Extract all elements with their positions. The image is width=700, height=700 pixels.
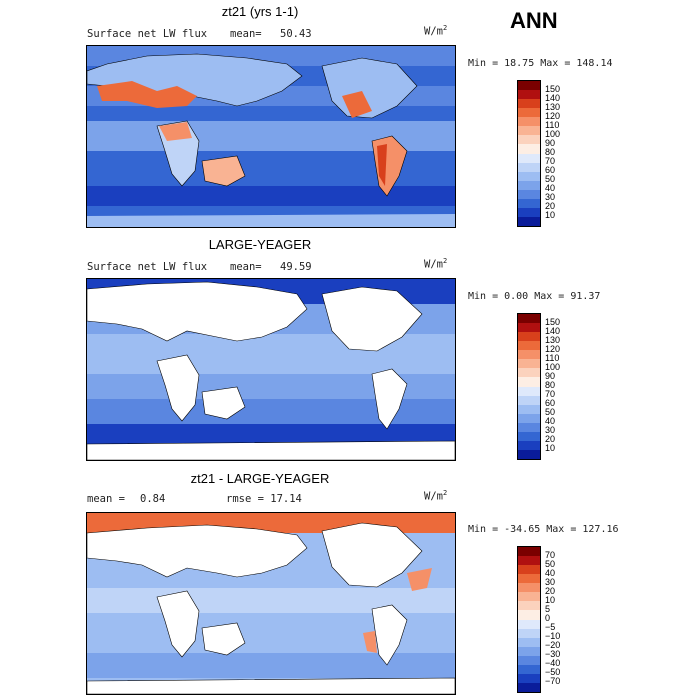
cb-tick: 110 [545,353,560,363]
cb-tick: 140 [545,93,561,103]
panel3-mean-label: mean = [87,493,125,505]
panel3-range: Min = -34.65 Max = 127.16 [468,524,619,535]
panel2-map-svg [87,279,455,460]
cb-tick: 30 [545,577,556,587]
cb-tick: 120 [545,111,561,121]
panel1-variable: Surface net LW flux [87,28,208,40]
cb-tick: 100 [545,129,561,139]
cb-tick: 40 [545,416,556,426]
cb-tick: 90 [545,371,556,381]
units-text: W/m [424,258,443,271]
units-text: W/m [424,25,443,38]
cb-tick: −50 [545,667,561,677]
cb-tick: 5 [545,604,551,614]
cb-tick: 10 [545,210,556,220]
cb-tick: 130 [545,335,561,345]
cb-tick: 20 [545,586,556,596]
units-superscript: 2 [442,257,448,265]
cb-tick: 40 [545,183,556,193]
cb-tick: 140 [545,326,561,336]
cb-tick: 10 [545,443,556,453]
cb-tick: 70 [545,156,556,166]
panel2-variable: Surface net LW flux [87,261,208,273]
panel2-units: W/m2 [424,257,447,271]
cb-tick: 20 [545,434,556,444]
cb-tick: 110 [545,120,560,130]
cb-tick: 130 [545,102,561,112]
units-superscript: 2 [442,489,448,497]
units-text: W/m [424,490,443,503]
panel2-mean-label: mean= [230,261,262,273]
cb-tick: 150 [545,84,561,94]
cb-tick: 40 [545,568,556,578]
panel1-mean-value: 50.43 [280,28,312,40]
panel1-map [86,45,456,228]
cb-tick: 50 [545,559,556,569]
season-label: ANN [510,8,558,33]
cb-tick: 20 [545,201,556,211]
panel3-rmse: rmse = 17.14 [226,493,302,505]
cb-tick: −5 [545,622,556,632]
panel1-range: Min = 18.75 Max = 148.14 [468,58,613,69]
panel3-colorbar [517,546,541,693]
cb-tick: 90 [545,138,556,148]
cb-tick: 100 [545,362,561,372]
panel3-units: W/m2 [424,489,447,503]
panel1-colorbar [517,80,541,227]
cb-tick: −30 [545,649,561,659]
cb-tick: 80 [545,380,556,390]
cb-tick: 60 [545,165,556,175]
panel1-mean-label: mean= [230,28,262,40]
panel2-map [86,278,456,461]
cb-tick: 50 [545,407,556,417]
cb-tick: 10 [545,595,556,605]
panel3-map [86,512,456,695]
panel2-title: LARGE-YEAGER [208,237,312,252]
cb-tick: 60 [545,398,556,408]
cb-tick: 30 [545,192,556,202]
cb-tick: −40 [545,658,561,668]
cb-tick: 120 [545,344,561,354]
panel1-map-svg [87,46,455,227]
panel2-colorbar [517,313,541,460]
panel3-title: zt21 - LARGE-YEAGER [190,471,330,486]
cb-tick: 80 [545,147,556,157]
panel3-map-svg [87,513,455,694]
cb-tick: 0 [545,613,551,623]
units-superscript: 2 [442,24,448,32]
panel3-mean-value: 0.84 [140,493,166,505]
cb-tick: 30 [545,425,556,435]
cb-tick: −70 [545,676,561,686]
panel1-title: zt21 (yrs 1-1) [221,4,299,19]
cb-tick: 50 [545,174,556,184]
cb-tick: 150 [545,317,561,327]
panel1-units: W/m2 [424,24,447,38]
cb-tick: 70 [545,550,556,560]
cb-tick: 70 [545,389,556,399]
cb-tick: −20 [545,640,561,650]
panel2-mean-value: 49.59 [280,261,312,273]
cb-tick: −10 [545,631,561,641]
panel2-range: Min = 0.00 Max = 91.37 [468,291,601,302]
